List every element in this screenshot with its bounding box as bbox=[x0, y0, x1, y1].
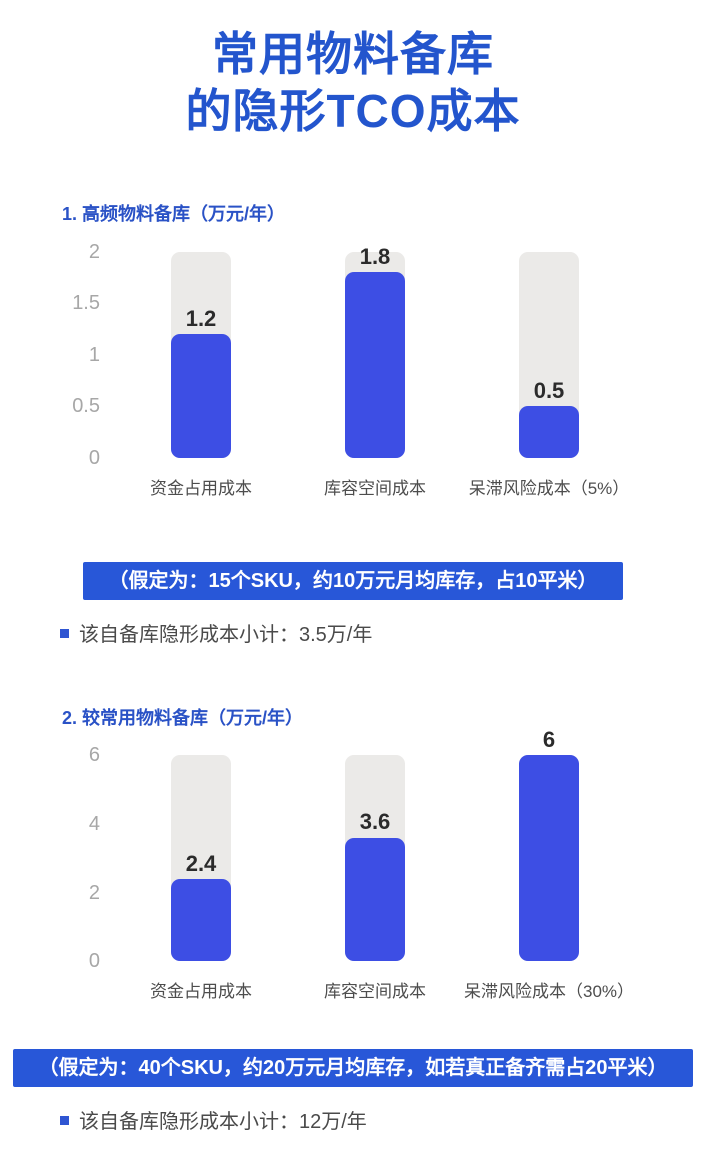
subtotal-text-1: 该自备库隐形成本小计：3.5万/年 bbox=[79, 623, 373, 646]
bar-fill bbox=[171, 878, 231, 962]
bar-column: 3.6 库容空间成本 bbox=[288, 755, 462, 1003]
subtotal-line-1: 该自备库隐形成本小计：3.5万/年 bbox=[60, 622, 706, 648]
y-tick-label: 4 bbox=[88, 813, 100, 835]
bar-value-label: 0.5 bbox=[533, 377, 565, 403]
page-title-line2: 的隐形TCO成本 bbox=[185, 85, 521, 138]
bullet-square-icon bbox=[60, 1116, 69, 1126]
bar-chart-1: 0 0.5 1 1.5 2 1.2 资金占用成本 1.8 库容空间成本 0.5 呆滞风险成本（5%） bbox=[0, 242, 706, 500]
bar-column: 6 呆滞风险成本（30%） bbox=[462, 727, 636, 1003]
subtotal-text-2: 该自备库隐形成本小计：12万/年 bbox=[79, 1111, 367, 1134]
bar-fill bbox=[519, 755, 579, 962]
y-axis: 0 2 4 6 bbox=[52, 745, 114, 971]
y-tick-label: 2 bbox=[88, 881, 100, 904]
bar-column: 2.4 资金占用成本 bbox=[114, 755, 288, 1003]
page-title-line1: 常用物料备库 bbox=[212, 28, 494, 80]
bar-track-wrap: 3.6 bbox=[345, 755, 405, 962]
x-category-label: 资金占用成本 bbox=[150, 478, 252, 498]
assumption-banner-1: （假定为：15个SKU，约10万元月均库存，占10平米） bbox=[82, 561, 624, 600]
bar-track-wrap: 6 bbox=[519, 727, 579, 962]
bar-track-wrap: 1.2 bbox=[171, 251, 231, 458]
y-tick-label: 0.5 bbox=[72, 395, 100, 418]
bar-chart-2: 0 2 4 6 2.4 资金占用成本 3.6 库容空间成本 6 呆滞风险成本（30%） bbox=[0, 727, 706, 1003]
subtotal-line-2: 该自备库隐形成本小计：12万/年 bbox=[60, 1109, 706, 1135]
assumption-banner-1-text: （假定为：15个SKU，约10万元月均库存，占10平米） bbox=[108, 569, 598, 592]
x-category-label: 呆滞风险成本（5%） bbox=[468, 478, 630, 498]
bar-fill bbox=[171, 334, 231, 458]
y-tick-label: 0 bbox=[88, 446, 100, 469]
plot-area: 1.2 资金占用成本 1.8 库容空间成本 0.5 呆滞风险成本（5%） bbox=[114, 244, 636, 500]
bar-value-label: 1.8 bbox=[359, 243, 391, 269]
bar-column: 0.5 呆滞风险成本（5%） bbox=[462, 251, 636, 500]
bar-fill bbox=[519, 406, 579, 458]
bar-fill bbox=[345, 272, 405, 458]
y-tick-label: 6 bbox=[88, 744, 100, 767]
section-medium-frequency: 2. 较常用物料备库（万元/年） 0 2 4 6 2.4 资金占用成本 3.6 库容空间成本 6… bbox=[0, 708, 706, 1136]
assumption-banner-2-text: （假定为：40个SKU，约20万元月均库存，如若真正备齐需占20平米） bbox=[38, 1057, 668, 1080]
bar-value-label: 6 bbox=[542, 727, 556, 753]
y-tick-label: 0 bbox=[88, 950, 100, 973]
bullet-square-icon bbox=[60, 628, 69, 638]
bar-column: 1.8 库容空间成本 bbox=[288, 244, 462, 500]
section-high-frequency: 1. 高频物料备库（万元/年） 0 0.5 1 1.5 2 1.2 资金占用成本 1.8 库容空… bbox=[0, 204, 706, 648]
bar-value-label: 2.4 bbox=[185, 850, 217, 876]
y-tick-label: 2 bbox=[88, 240, 100, 263]
bar-track-wrap: 0.5 bbox=[519, 251, 579, 458]
chart2-title: 2. 较常用物料备库（万元/年） bbox=[62, 707, 304, 728]
page-title: 常用物料备库 的隐形TCO成本 bbox=[0, 0, 706, 140]
plot-area: 2.4 资金占用成本 3.6 库容空间成本 6 呆滞风险成本（30%） bbox=[114, 727, 636, 1003]
assumption-banner-2: （假定为：40个SKU，约20万元月均库存，如若真正备齐需占20平米） bbox=[12, 1049, 694, 1088]
bar-fill bbox=[345, 837, 405, 962]
y-axis: 0 0.5 1 1.5 2 bbox=[52, 242, 114, 468]
x-category-label: 库容空间成本 bbox=[324, 982, 426, 1002]
x-category-label: 库容空间成本 bbox=[324, 478, 426, 498]
bar-column: 1.2 资金占用成本 bbox=[114, 251, 288, 500]
bar-value-label: 3.6 bbox=[359, 809, 391, 835]
x-category-label: 呆滞风险成本（30%） bbox=[463, 982, 635, 1002]
chart1-title: 1. 高频物料备库（万元/年） bbox=[62, 204, 286, 225]
bar-value-label: 1.2 bbox=[185, 305, 217, 331]
x-category-label: 资金占用成本 bbox=[150, 982, 252, 1002]
y-tick-label: 1 bbox=[88, 343, 100, 366]
y-tick-label: 1.5 bbox=[72, 292, 100, 315]
bar-track-wrap: 2.4 bbox=[171, 755, 231, 962]
bar-track-wrap: 1.8 bbox=[345, 244, 405, 458]
